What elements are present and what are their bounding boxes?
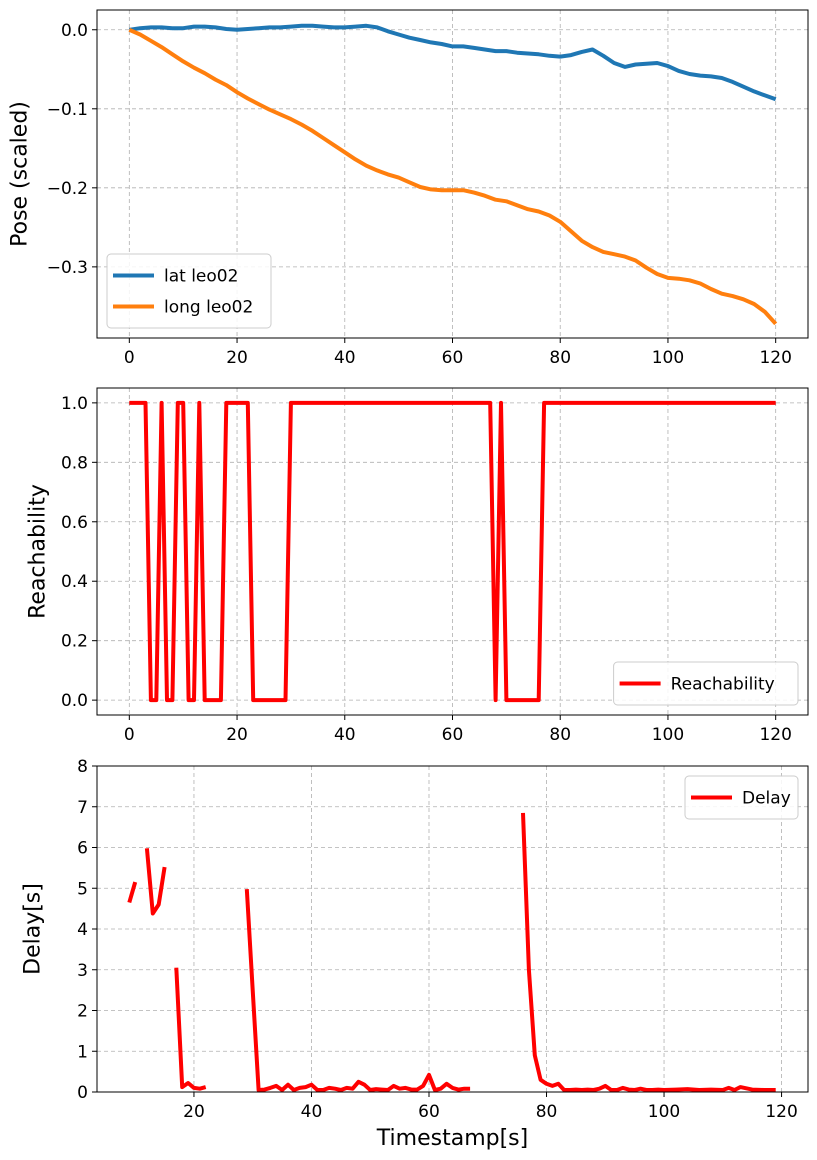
reachability-y-axis-label: Reachability bbox=[26, 484, 51, 619]
y-tick-label: 0.2 bbox=[61, 632, 88, 652]
y-tick-label: 4 bbox=[77, 920, 88, 940]
reachability-legend: Reachability bbox=[613, 661, 799, 706]
delay-line bbox=[144, 848, 167, 916]
y-tick-label: 1.0 bbox=[61, 394, 88, 414]
legend-label-long-leo02: long leo02 bbox=[164, 298, 253, 318]
reachability-series bbox=[129, 400, 776, 703]
x-tick-label: 100 bbox=[652, 725, 684, 745]
legend-label-delay: Delay bbox=[742, 789, 791, 809]
delay-x-axis-label: Timestamp[s] bbox=[376, 1126, 528, 1151]
x-tick-label: 120 bbox=[759, 725, 791, 745]
reachability-panel: 0 20 40 60 80 100 120 0.0 0.2 0.4 0.6 0.8 1.0 Reacha… bbox=[26, 387, 809, 745]
y-tick-label: 2 bbox=[77, 1002, 88, 1022]
x-tick-label: 100 bbox=[648, 1102, 680, 1122]
long-leo02-line bbox=[128, 27, 778, 326]
x-tick-label: 20 bbox=[226, 725, 248, 745]
y-tick-label: 0.8 bbox=[61, 453, 88, 473]
x-tick-label: 20 bbox=[183, 1102, 205, 1122]
y-tick-label: 0.4 bbox=[61, 572, 88, 592]
pose-ticks: 0 20 40 60 80 100 120 0.0 −0.1 −0.2 −0.3 bbox=[47, 21, 792, 368]
y-tick-label: 0.6 bbox=[61, 513, 88, 533]
x-tick-label: 40 bbox=[301, 1102, 323, 1122]
y-tick-label: 0.0 bbox=[61, 21, 88, 41]
y-tick-label: 7 bbox=[77, 798, 88, 818]
pose-panel: 0 20 40 60 80 100 120 0.0 −0.1 −0.2 −0.3 Pose (sca… bbox=[8, 9, 809, 368]
reachability-grid bbox=[97, 388, 808, 715]
x-tick-label: 60 bbox=[442, 725, 464, 745]
x-tick-label: 20 bbox=[226, 348, 248, 368]
y-tick-label: 8 bbox=[77, 757, 88, 777]
x-tick-label: 0 bbox=[124, 725, 135, 745]
y-tick-label: 3 bbox=[77, 961, 88, 981]
y-tick-label: −0.2 bbox=[47, 179, 88, 199]
x-tick-label: 100 bbox=[652, 348, 684, 368]
delay-line bbox=[174, 967, 207, 1091]
y-tick-label: 6 bbox=[77, 839, 88, 859]
delay-line bbox=[127, 881, 138, 904]
delay-y-axis-label: Delay[s] bbox=[21, 883, 46, 975]
x-tick-label: 0 bbox=[124, 348, 135, 368]
y-tick-label: 1 bbox=[77, 1042, 88, 1062]
x-tick-label: 60 bbox=[442, 348, 464, 368]
reachability-line bbox=[129, 400, 776, 703]
y-tick-label: −0.1 bbox=[47, 100, 88, 120]
delay-line bbox=[521, 812, 776, 1092]
delay-grid bbox=[97, 765, 808, 1093]
x-tick-label: 80 bbox=[549, 725, 571, 745]
x-tick-label: 40 bbox=[334, 348, 356, 368]
y-tick-label: 5 bbox=[77, 879, 88, 899]
x-tick-label: 40 bbox=[334, 725, 356, 745]
y-tick-label: 0.0 bbox=[61, 691, 88, 711]
delay-line bbox=[244, 888, 471, 1092]
delay-series bbox=[127, 812, 776, 1092]
lat-leo02-line bbox=[129, 23, 777, 102]
delay-ticks: 20 40 60 80 100 120 0 1 2 3 4 5 6 7 8 bbox=[77, 757, 798, 1122]
y-tick-label: −0.3 bbox=[47, 258, 88, 278]
legend-box bbox=[613, 661, 799, 706]
pose-series bbox=[128, 23, 778, 326]
legend-label-lat-leo02: lat leo02 bbox=[164, 267, 238, 287]
x-tick-label: 80 bbox=[536, 1102, 558, 1122]
y-tick-label: 0 bbox=[77, 1083, 88, 1103]
pose-y-axis-label: Pose (scaled) bbox=[8, 101, 33, 247]
legend-label-reachability: Reachability bbox=[671, 675, 775, 695]
delay-panel: 20 40 60 80 100 120 0 1 2 3 4 5 6 7 8 Delay[s] Timesta… bbox=[21, 757, 809, 1151]
x-tick-label: 80 bbox=[549, 348, 571, 368]
reachability-ticks: 0 20 40 60 80 100 120 0.0 0.2 0.4 0.6 0.8 1.0 bbox=[61, 394, 792, 745]
x-tick-label: 120 bbox=[765, 1102, 797, 1122]
pose-legend: lat leo02 long leo02 bbox=[106, 253, 272, 329]
x-tick-label: 120 bbox=[759, 348, 791, 368]
legend-box bbox=[106, 253, 272, 329]
delay-legend: Delay bbox=[684, 775, 799, 820]
legend-box bbox=[684, 775, 799, 820]
x-tick-label: 60 bbox=[418, 1102, 440, 1122]
